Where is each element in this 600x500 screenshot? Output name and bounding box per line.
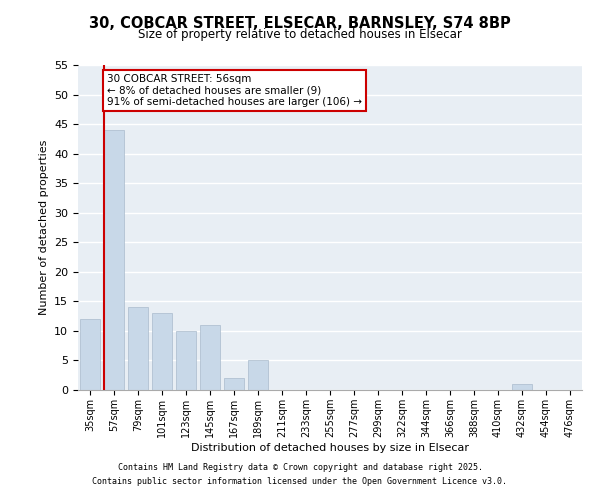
- Bar: [200, 325, 220, 390]
- Text: 30 COBCAR STREET: 56sqm
← 8% of detached houses are smaller (9)
91% of semi-deta: 30 COBCAR STREET: 56sqm ← 8% of detached…: [107, 74, 362, 107]
- Bar: [128, 308, 148, 390]
- Bar: [224, 378, 244, 390]
- Bar: [104, 130, 124, 390]
- Y-axis label: Number of detached properties: Number of detached properties: [38, 140, 49, 315]
- Text: Contains HM Land Registry data © Crown copyright and database right 2025.: Contains HM Land Registry data © Crown c…: [118, 464, 482, 472]
- Bar: [152, 313, 172, 390]
- Bar: [248, 360, 268, 390]
- Bar: [80, 319, 100, 390]
- X-axis label: Distribution of detached houses by size in Elsecar: Distribution of detached houses by size …: [191, 442, 469, 452]
- Bar: [512, 384, 532, 390]
- Text: Contains public sector information licensed under the Open Government Licence v3: Contains public sector information licen…: [92, 477, 508, 486]
- Text: Size of property relative to detached houses in Elsecar: Size of property relative to detached ho…: [138, 28, 462, 41]
- Bar: [176, 331, 196, 390]
- Text: 30, COBCAR STREET, ELSECAR, BARNSLEY, S74 8BP: 30, COBCAR STREET, ELSECAR, BARNSLEY, S7…: [89, 16, 511, 31]
